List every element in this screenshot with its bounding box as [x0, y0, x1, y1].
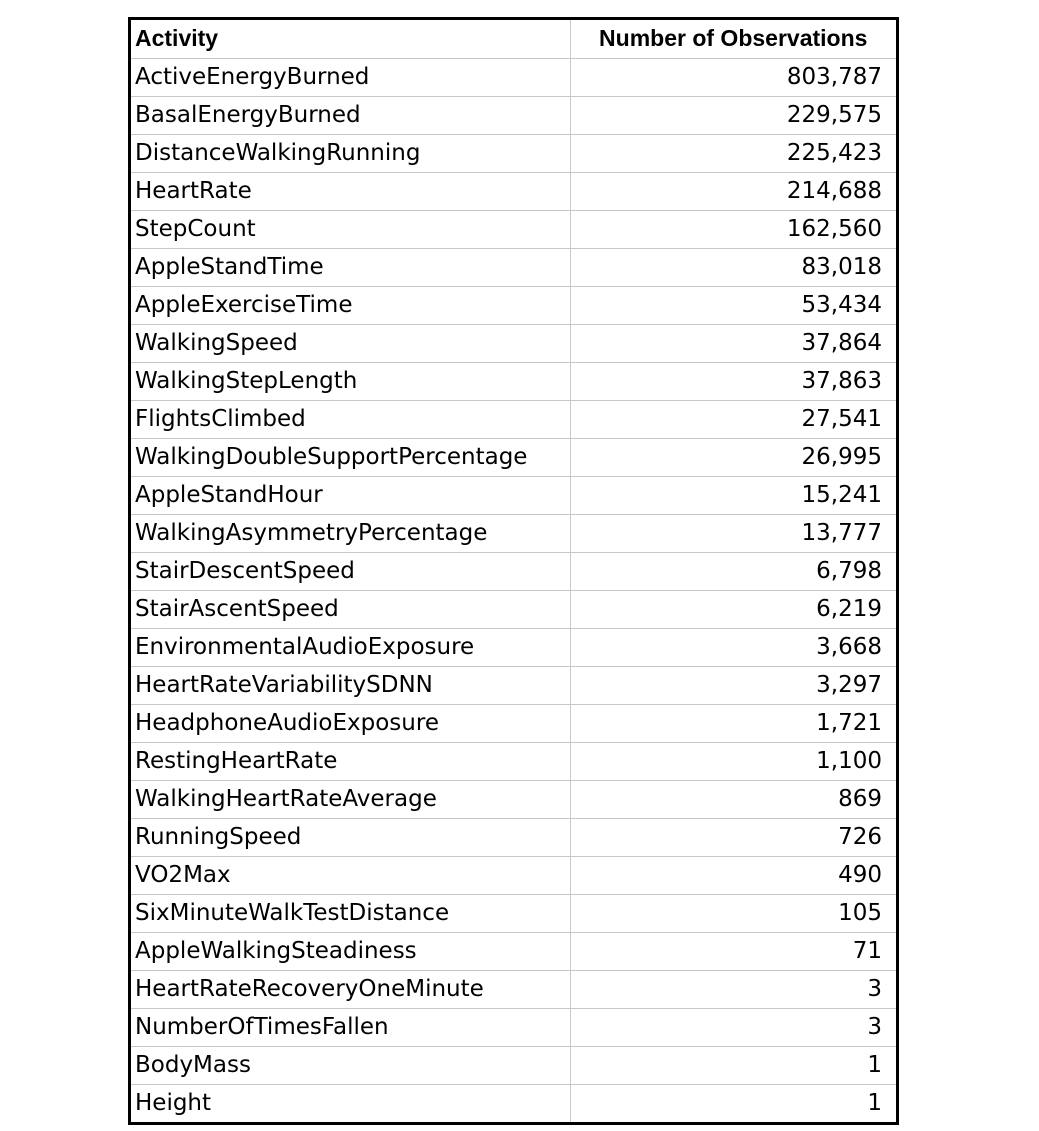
- table-row: StairAscentSpeed 6,219: [131, 590, 896, 629]
- activity-cell: EnvironmentalAudioExposure: [131, 628, 571, 667]
- observations-cell: 225,423: [570, 134, 896, 173]
- observations-cell: 37,864: [570, 324, 896, 363]
- activity-cell: ActiveEnergyBurned: [131, 58, 571, 97]
- activity-cell: AppleExerciseTime: [131, 286, 571, 325]
- table-row: FlightsClimbed 27,541: [131, 400, 896, 439]
- table-row: WalkingHeartRateAverage 869: [131, 780, 896, 819]
- table-row: WalkingSpeed 37,864: [131, 324, 896, 363]
- observations-table-frame: Activity Number of Observations ActiveEn…: [128, 17, 899, 1125]
- table-row: AppleStandHour 15,241: [131, 476, 896, 515]
- activity-cell: BodyMass: [131, 1046, 571, 1085]
- table-row: RestingHeartRate 1,100: [131, 742, 896, 781]
- table-row: HeadphoneAudioExposure 1,721: [131, 704, 896, 743]
- activity-cell: HeadphoneAudioExposure: [131, 704, 571, 743]
- table-row: DistanceWalkingRunning 225,423: [131, 134, 896, 173]
- table-row: Height 1: [131, 1084, 896, 1122]
- table-row: AppleStandTime 83,018: [131, 248, 896, 287]
- activity-cell: Height: [131, 1084, 571, 1122]
- activity-cell: WalkingSpeed: [131, 324, 571, 363]
- table-row: NumberOfTimesFallen 3: [131, 1008, 896, 1047]
- observations-table: Activity Number of Observations ActiveEn…: [131, 20, 896, 1122]
- table-body: ActiveEnergyBurned 803,787 BasalEnergyBurn…: [131, 58, 896, 1122]
- observations-cell: 490: [570, 856, 896, 895]
- table-row: VO2Max 490: [131, 856, 896, 895]
- table-row: WalkingStepLength 37,863: [131, 362, 896, 401]
- activity-cell: SixMinuteWalkTestDistance: [131, 894, 571, 933]
- activity-cell: HeartRateVariabilitySDNN: [131, 666, 571, 705]
- observations-cell: 27,541: [570, 400, 896, 439]
- table-row: WalkingDoubleSupportPercentage 26,995: [131, 438, 896, 477]
- activity-cell: WalkingStepLength: [131, 362, 571, 401]
- activity-cell: WalkingHeartRateAverage: [131, 780, 571, 819]
- activity-cell: RestingHeartRate: [131, 742, 571, 781]
- observations-cell: 1: [867, 1090, 882, 1117]
- observations-cell: 1: [570, 1046, 896, 1085]
- activity-cell: StepCount: [131, 210, 571, 249]
- activity-cell: WalkingDoubleSupportPercentage: [131, 438, 571, 477]
- activity-cell: VO2Max: [131, 856, 571, 895]
- table-row: HeartRate 214,688: [131, 172, 896, 211]
- observations-cell: 15,241: [570, 476, 896, 515]
- activity-cell: StairDescentSpeed: [131, 552, 571, 591]
- header-activity: Activity: [131, 20, 571, 59]
- table-row: WalkingAsymmetryPercentage 13,777: [131, 514, 896, 553]
- observations-cell: 214,688: [570, 172, 896, 211]
- observations-cell: 3: [570, 970, 896, 1009]
- table-row: AppleWalkingSteadiness 71: [131, 932, 896, 971]
- observations-cell: 803,787: [570, 58, 896, 97]
- table-row: RunningSpeed 726: [131, 818, 896, 857]
- observations-cell: 726: [570, 818, 896, 857]
- activity-cell: FlightsClimbed: [131, 400, 571, 439]
- observations-cell: 6,798: [570, 552, 896, 591]
- activity-cell: AppleStandHour: [131, 476, 571, 515]
- observations-cell: 869: [570, 780, 896, 819]
- activity-cell: HeartRate: [131, 172, 571, 211]
- table-row: HeartRateRecoveryOneMinute 3: [131, 970, 896, 1009]
- observations-cell: 71: [570, 932, 896, 971]
- table-row: BasalEnergyBurned 229,575: [131, 96, 896, 135]
- observations-cell: 13,777: [570, 514, 896, 553]
- table-row: ActiveEnergyBurned 803,787: [131, 58, 896, 97]
- activity-cell: RunningSpeed: [131, 818, 571, 857]
- observations-cell: 105: [570, 894, 896, 933]
- table-row: HeartRateVariabilitySDNN 3,297: [131, 666, 896, 705]
- observations-cell: 26,995: [570, 438, 896, 477]
- activity-cell: HeartRateRecoveryOneMinute: [131, 970, 571, 1009]
- observations-cell: 3,297: [570, 666, 896, 705]
- table-header-row: Activity Number of Observations: [131, 20, 896, 59]
- activity-cell: WalkingAsymmetryPercentage: [131, 514, 571, 553]
- observations-cell: 6,219: [570, 590, 896, 629]
- table-row: SixMinuteWalkTestDistance 105: [131, 894, 896, 933]
- table-row: StepCount 162,560: [131, 210, 896, 249]
- observations-cell: 3,668: [570, 628, 896, 667]
- observations-cell: 3: [570, 1008, 896, 1047]
- activity-cell: AppleWalkingSteadiness: [131, 932, 571, 971]
- observations-cell: 229,575: [570, 96, 896, 135]
- observations-cell: 37,863: [570, 362, 896, 401]
- observations-cell: 1,721: [570, 704, 896, 743]
- observations-cell: 1,100: [570, 742, 896, 781]
- activity-cell: BasalEnergyBurned: [131, 96, 571, 135]
- header-number-of-observations: Number of Observations: [570, 20, 896, 59]
- observations-cell: 162,560: [570, 210, 896, 249]
- activity-cell: StairAscentSpeed: [131, 590, 571, 629]
- observations-cell: 83,018: [570, 248, 896, 287]
- table-row: StairDescentSpeed 6,798: [131, 552, 896, 591]
- activity-cell: NumberOfTimesFallen: [131, 1008, 571, 1047]
- observations-cell: 53,434: [570, 286, 896, 325]
- activity-cell: AppleStandTime: [131, 248, 571, 287]
- table-row: BodyMass 1: [131, 1046, 896, 1085]
- table-row: EnvironmentalAudioExposure 3,668: [131, 628, 896, 667]
- table-row: AppleExerciseTime 53,434: [131, 286, 896, 325]
- activity-cell: DistanceWalkingRunning: [131, 134, 571, 173]
